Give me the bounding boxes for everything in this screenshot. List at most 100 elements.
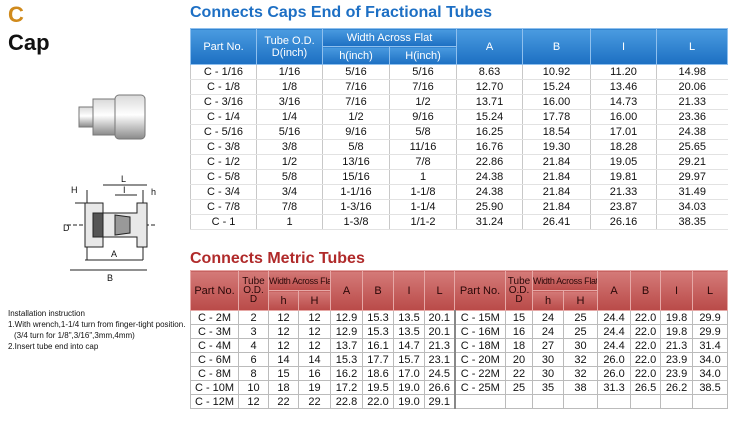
cell: 1-3/16 (322, 199, 390, 215)
cell: 22.0 (630, 310, 662, 325)
cell: 31.49 (656, 184, 728, 200)
cell: C - 1/16 (190, 64, 257, 80)
header-cell: I (393, 270, 426, 311)
cell: 5/8 (322, 139, 390, 155)
cell: 13.71 (456, 94, 523, 110)
empty-cell (453, 394, 507, 409)
cell: C - 22M (453, 366, 507, 381)
cell: 15/16 (322, 169, 390, 185)
header-cell: Width Across Flat (267, 270, 332, 291)
header-cell: B (630, 270, 662, 311)
table-body: C - 2M 2 12 12 12.9 15.3 13.5 20.1 C - 15M 15 24 25… (190, 310, 729, 409)
cell: 1/8 (256, 79, 323, 95)
cell: 1/4 (256, 109, 323, 125)
instruction-line: Installation instruction (8, 309, 85, 318)
cap-photo (78, 94, 146, 140)
header-row: Part No. Tube O.D. D Width Across Flat A B I L P… (190, 270, 729, 311)
instruction-line: (3/4 turn for 1/8",3/16",3mm,4mm) (14, 331, 135, 340)
cell: 19.0 (393, 394, 426, 409)
cell: 31.3 (597, 380, 632, 395)
table-row: C - 2M 2 12 12 12.9 15.3 13.5 20.1 C - 15M 15 24 25… (190, 310, 729, 325)
cell: 3 (238, 324, 269, 339)
cell: 1/2 (256, 154, 323, 170)
cell: 38.5 (692, 380, 729, 395)
cell: 5/8 (256, 169, 323, 185)
cell: 12 (297, 310, 332, 325)
cell: 17.0 (393, 366, 426, 381)
cell: 24.4 (597, 310, 632, 325)
cell: 19.81 (590, 169, 657, 185)
cell: 16.00 (590, 109, 657, 125)
cell: 20 (505, 352, 534, 367)
header-cell: h(inch) (322, 46, 390, 65)
header-cell: B (522, 28, 592, 65)
cell: 23.87 (590, 199, 657, 215)
cell: 22 (268, 394, 299, 409)
cell: 22.0 (630, 352, 662, 367)
cell: 24.38 (656, 124, 728, 140)
instruction-line: 2.Insert tube end into cap (8, 342, 99, 351)
cell: 21.84 (522, 199, 591, 215)
diagram-label: H (71, 185, 78, 195)
diagram-label: A (111, 249, 117, 259)
cell: C - 3M (190, 324, 239, 339)
cell: 1-1/4 (388, 199, 457, 215)
cell: 17.01 (590, 124, 657, 140)
cell: 15 (268, 366, 299, 381)
header-cell: A (597, 270, 632, 311)
cell: C - 12M (190, 394, 239, 409)
cell: 1/2 (322, 109, 390, 125)
cell: 23.36 (656, 109, 728, 125)
diagram-label: L (121, 174, 126, 184)
cell: 13.5 (393, 310, 426, 325)
cell: 26.16 (590, 214, 657, 230)
table-head: Part No. Tube O.D. D Width Across Flat A B I L P… (190, 270, 729, 311)
cell: 12.70 (456, 79, 523, 95)
cell: 22.0 (630, 324, 662, 339)
cell: 10.92 (522, 64, 591, 80)
cell: 5/8 (388, 124, 457, 140)
table-row: C - 7/8 7/8 1-3/16 1-1/4 25.90 21.84 23.87 34.0… (190, 199, 728, 215)
cell: 20.06 (656, 79, 728, 95)
cell: 26.41 (522, 214, 591, 230)
cell: 17.2 (330, 380, 364, 395)
cell: 15.24 (456, 109, 523, 125)
table-body: C - 1/16 1/16 5/16 5/16 8.63 10.92 11.20 14.98 C… (190, 64, 728, 230)
cell: 5/16 (322, 64, 390, 80)
header-text: D (249, 294, 258, 305)
cell: 30 (532, 352, 565, 367)
table-row: C - 8M 8 15 16 16.2 18.6 17.0 24.5 C - 22M 22 30 32… (190, 366, 729, 381)
cell: 22.8 (330, 394, 364, 409)
product-drawing: H L I h D A B (63, 94, 157, 283)
cell: 24.4 (597, 338, 632, 353)
cell: 18.54 (522, 124, 591, 140)
cell: 12 (268, 338, 299, 353)
cell: 15 (505, 310, 534, 325)
cell: 22.86 (456, 154, 523, 170)
cell: 5/16 (388, 64, 457, 80)
product-code: C (8, 2, 24, 27)
cell: 12 (268, 324, 299, 339)
cell: C - 8M (190, 366, 239, 381)
cell: 20.1 (424, 310, 456, 325)
metric-table: Part No. Tube O.D. D Width Across Flat A B I L P… (190, 270, 729, 409)
table-row: C - 1/8 1/8 7/16 7/16 12.70 15.24 13.46 20.06 (190, 79, 728, 95)
cell: 19.5 (362, 380, 395, 395)
table-row: C - 3/16 3/16 7/16 1/2 13.71 16.00 14.73 21.33 (190, 94, 728, 110)
table-row: C - 1/4 1/4 1/2 9/16 15.24 17.78 16.00 23.36 (190, 109, 728, 125)
cell: 30 (532, 366, 565, 381)
empty-cell (630, 394, 662, 409)
cell: 25.65 (656, 139, 728, 155)
cell: 16.1 (362, 338, 395, 353)
cell: 24.5 (424, 366, 456, 381)
cell: 1 (256, 214, 323, 230)
cell: 15.7 (393, 352, 426, 367)
cell: 12.9 (330, 310, 364, 325)
cell: 16.00 (522, 94, 591, 110)
cell: C - 1 (190, 214, 257, 230)
cell: 15.3 (362, 324, 395, 339)
cell: 18.28 (590, 139, 657, 155)
cell: 17.78 (522, 109, 591, 125)
cell: 13.46 (590, 79, 657, 95)
